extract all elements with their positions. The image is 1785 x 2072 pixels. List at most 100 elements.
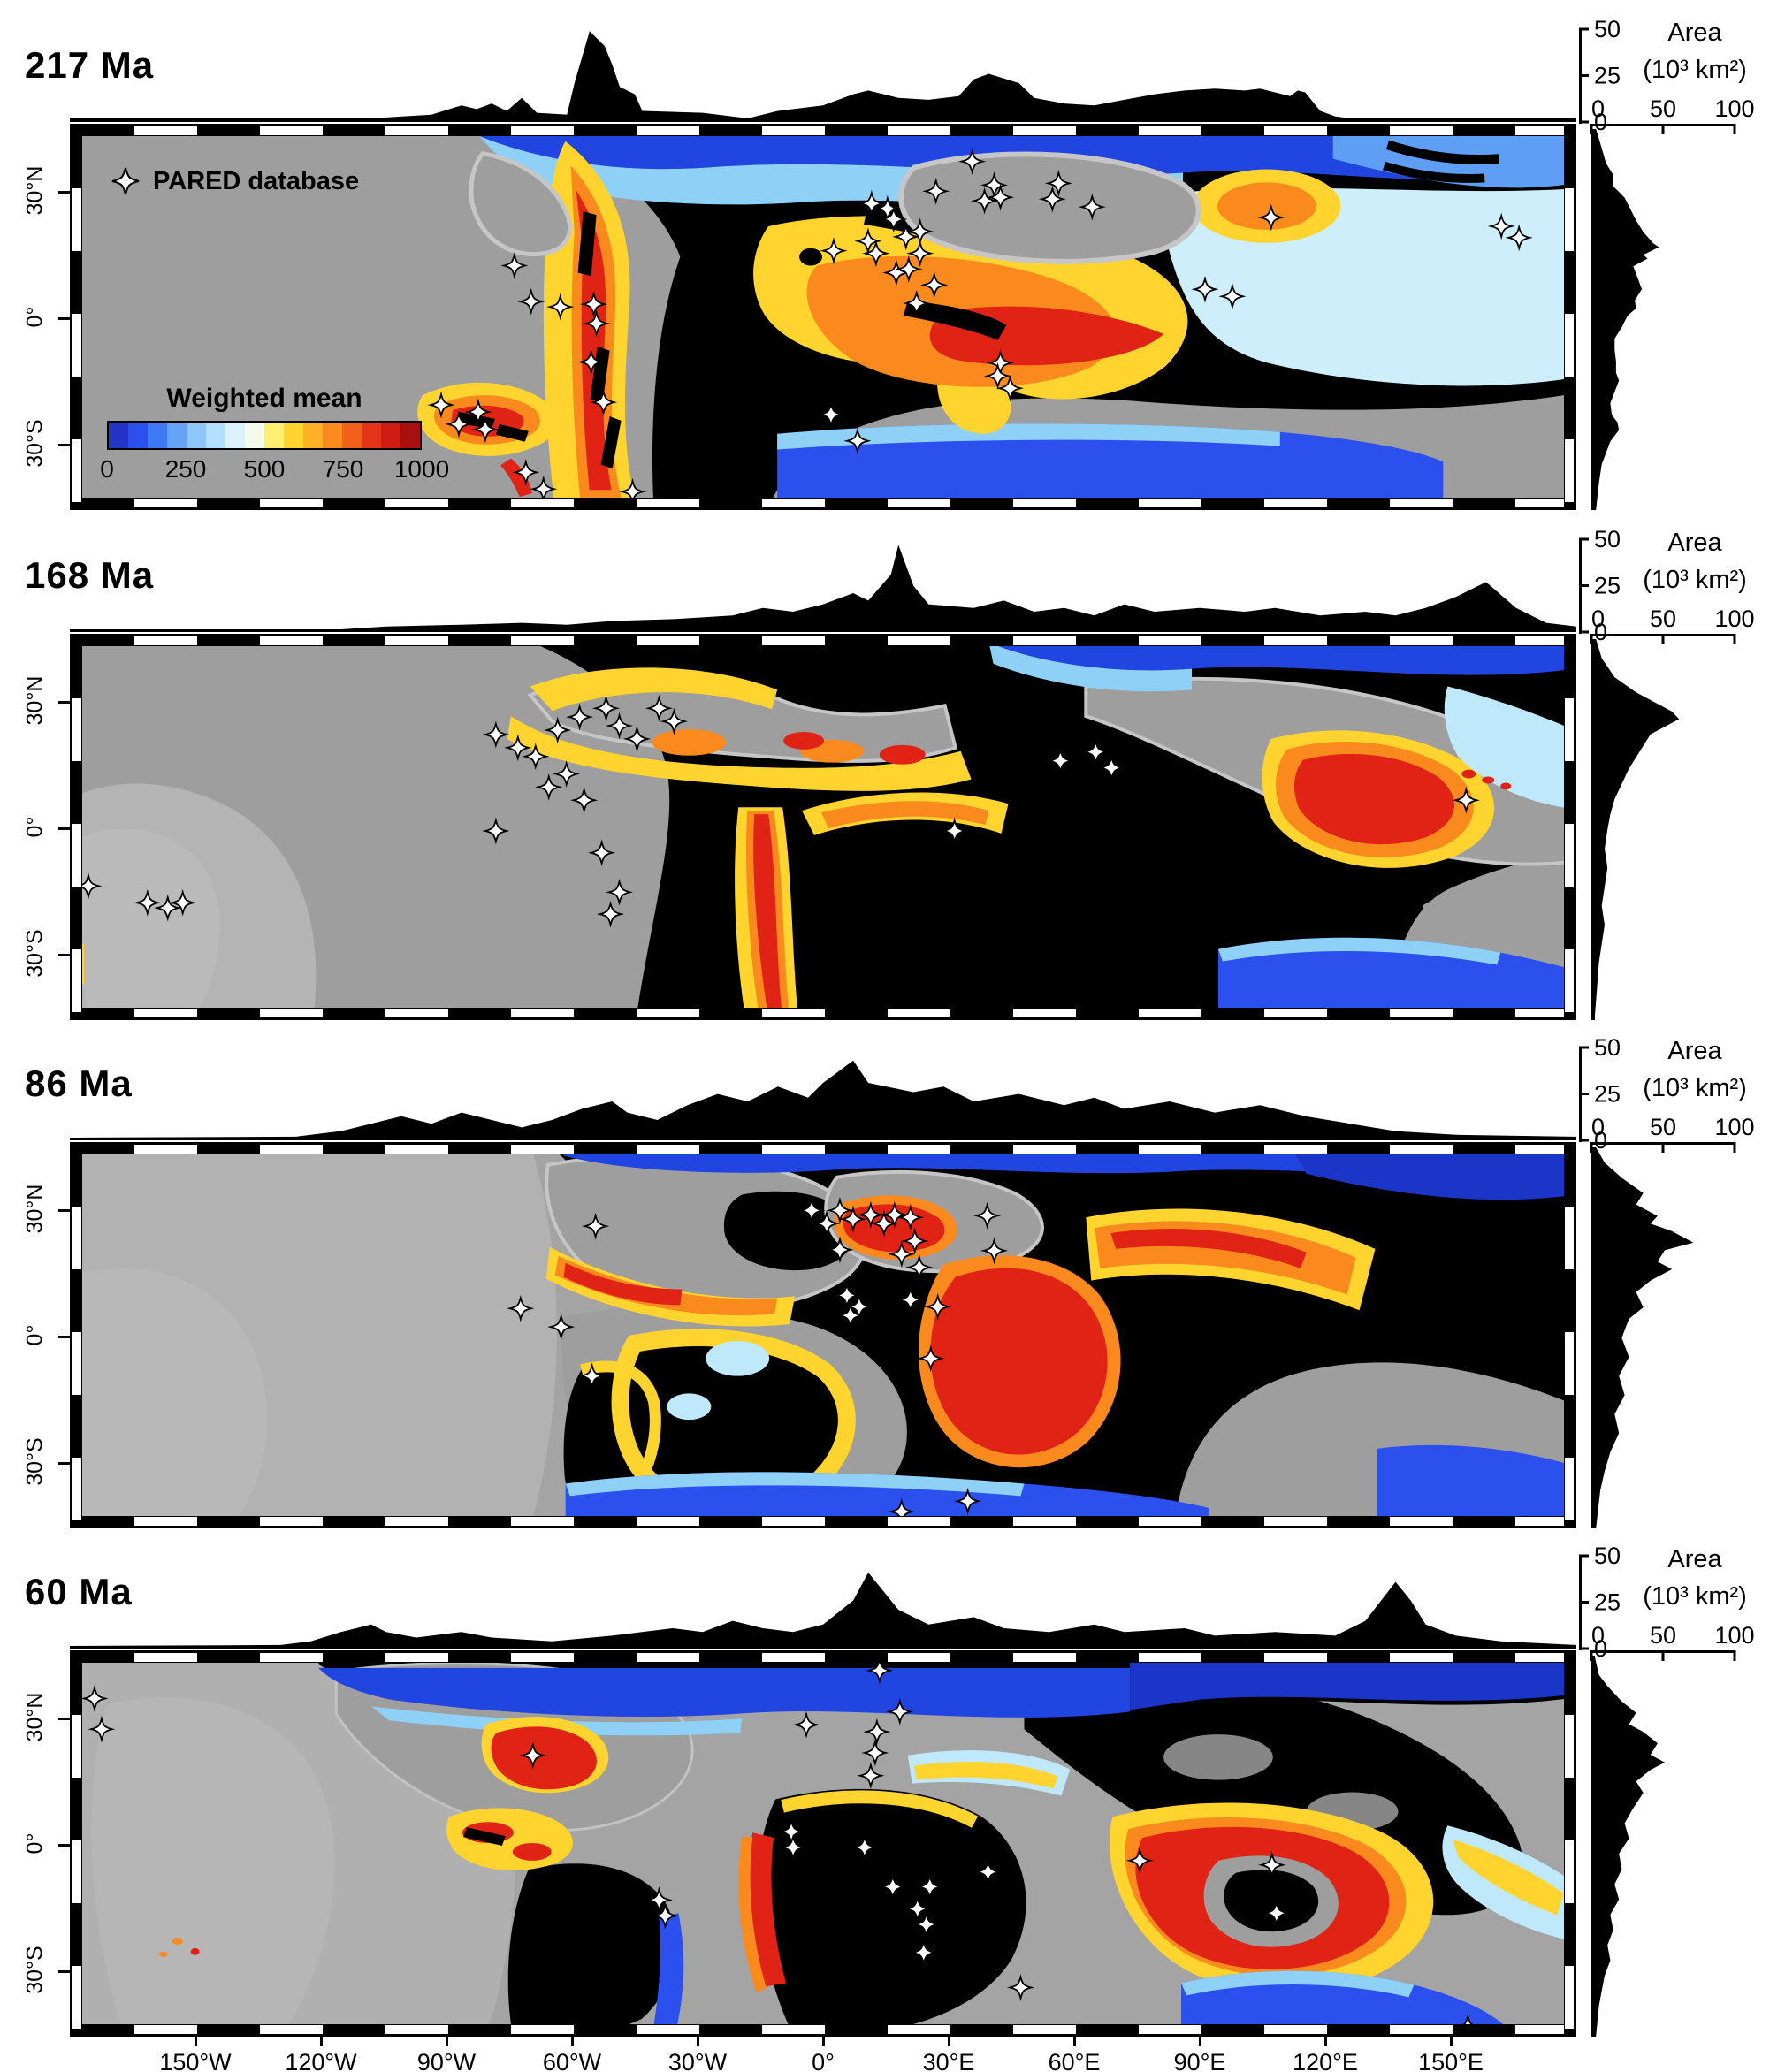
svg-text:0: 0 <box>1594 619 1607 645</box>
west-sliver-2 <box>590 346 610 404</box>
pared-site-star <box>482 817 510 845</box>
pared-site-star <box>901 1227 929 1255</box>
red-dash-3 <box>1500 782 1512 790</box>
colorbar-tick-500: 500 <box>243 455 286 483</box>
pared-site-star <box>622 725 652 753</box>
age-label-60ma: 60 Ma <box>25 1571 133 1612</box>
pared-site-star <box>879 1873 907 1901</box>
pared-site-star <box>1487 212 1515 240</box>
darkblue-topright <box>1288 1144 1575 1200</box>
lon-label-120°E: 120°E <box>1293 2049 1358 2072</box>
map-frame-left <box>72 1652 82 2035</box>
svg-text:25: 25 <box>1594 63 1621 89</box>
colorbar-swatch <box>128 423 148 448</box>
cyan-bottom-right <box>1181 1970 1415 1998</box>
pared-site-star <box>958 148 987 176</box>
red-spot-1 <box>783 731 824 750</box>
black-africa <box>757 1788 1026 2035</box>
svg-text:25: 25 <box>1594 1081 1621 1108</box>
africa-west-orange <box>738 1836 767 1992</box>
colorbar-swatch <box>400 423 420 448</box>
map-frame-bottom <box>72 2024 1575 2035</box>
pared-site-star <box>906 240 934 268</box>
lat-label-0°: 0° <box>22 306 48 328</box>
cyan-patch-1 <box>706 1340 770 1376</box>
northwest-loop-gray <box>469 151 572 256</box>
pared-site-star <box>858 189 886 217</box>
map-frame-top <box>72 1652 1575 1663</box>
paleogeographic-map-86ma <box>70 1142 1576 1528</box>
pared-site-star <box>133 888 162 917</box>
lon-label-30°W: 30°W <box>667 2049 728 2072</box>
svg-text:Area: Area <box>1667 1037 1722 1065</box>
colorbar-swatch <box>264 423 284 448</box>
lat-label-30°S: 30°S <box>22 1946 48 1994</box>
pared-site-star <box>896 1285 925 1314</box>
pared-site-star <box>954 1487 982 1515</box>
pared-site-star <box>862 240 890 268</box>
pared-site-star <box>1191 275 1219 303</box>
black-arc-2 <box>1383 161 1485 183</box>
right-histogram-217ma <box>1591 129 1659 510</box>
pared-site-star <box>1046 747 1074 775</box>
pared-site-star <box>645 1885 673 1914</box>
miniarc-sliver-2 <box>495 423 529 442</box>
pared-site-star <box>1257 203 1285 232</box>
lon-tick <box>948 2035 950 2046</box>
svg-text:(10³ km²): (10³ km²) <box>1643 1582 1747 1611</box>
svg-text:(10³ km²): (10³ km²) <box>1643 1074 1747 1102</box>
svg-text:0: 0 <box>1591 1114 1605 1140</box>
pared-site-star <box>605 712 634 740</box>
cyan-patch-2 <box>667 1393 712 1421</box>
lat-label-30°S: 30°S <box>22 929 48 978</box>
pared-site-star <box>577 348 606 376</box>
pared-site-star <box>826 1196 854 1224</box>
red-dash-2 <box>1482 776 1495 784</box>
pared-legend: PARED database <box>111 166 359 196</box>
lon-tick <box>195 2035 197 2046</box>
east-red-blob <box>930 1268 1108 1455</box>
pared-site-star <box>839 1205 867 1233</box>
pared-site-star <box>983 362 1012 390</box>
pared-site-star <box>820 237 848 265</box>
red-dash-1 <box>1461 769 1476 779</box>
lat-label-30°S: 30°S <box>22 419 48 468</box>
pared-site-star <box>863 1718 891 1746</box>
pared-star-layer <box>507 1196 1009 1526</box>
africa-west-red <box>749 1832 787 1987</box>
colorbar-swatch <box>167 423 187 448</box>
pared-site-star <box>1125 1847 1154 1875</box>
pared-site-star <box>645 694 673 722</box>
pared-site-star <box>544 716 572 744</box>
na-south-orange <box>554 1255 778 1316</box>
pared-site-star <box>519 1741 547 1770</box>
lat-label-0°: 0° <box>22 1832 48 1855</box>
pared-site-star <box>854 227 882 255</box>
lat-tick <box>58 444 70 446</box>
pared-site-star <box>857 1762 885 1790</box>
colorbar-tick-750: 750 <box>322 455 364 483</box>
red-spot-2 <box>879 744 926 765</box>
pared-site-star <box>986 183 1015 211</box>
cimmeria-gray <box>898 151 1201 264</box>
pared-site-star <box>980 1237 1009 1265</box>
cyan-bottom-east <box>1217 937 1501 965</box>
colorbar-ticks: 0 250 500 750 1000 <box>100 455 449 487</box>
area-axes-168ma: 0 25 50 Area (10³ km²) 0 50 100 <box>1579 526 1755 645</box>
lat-tick <box>58 827 70 830</box>
top-histogram-217ma <box>70 31 1576 122</box>
pared-site-star <box>570 786 599 814</box>
svg-text:50: 50 <box>1650 95 1676 122</box>
colorbar-swatch <box>148 423 167 448</box>
pared-site-star <box>904 1894 932 1923</box>
pared-site-star <box>1006 1974 1035 2001</box>
paleogeographic-map-217ma: PARED database Weighted mean 0 250 500 750 1… <box>70 124 1576 510</box>
colorbar-tick-0: 0 <box>100 455 114 483</box>
lon-label-90°W: 90°W <box>416 2049 477 2072</box>
pared-site-star <box>880 205 908 233</box>
right-histogram-168ma <box>1591 639 1680 1020</box>
na-red-spot <box>563 1262 683 1306</box>
pared-site-star <box>578 1362 606 1390</box>
pared-site-star <box>651 1901 679 1930</box>
svg-text:Area: Area <box>1667 1545 1722 1573</box>
